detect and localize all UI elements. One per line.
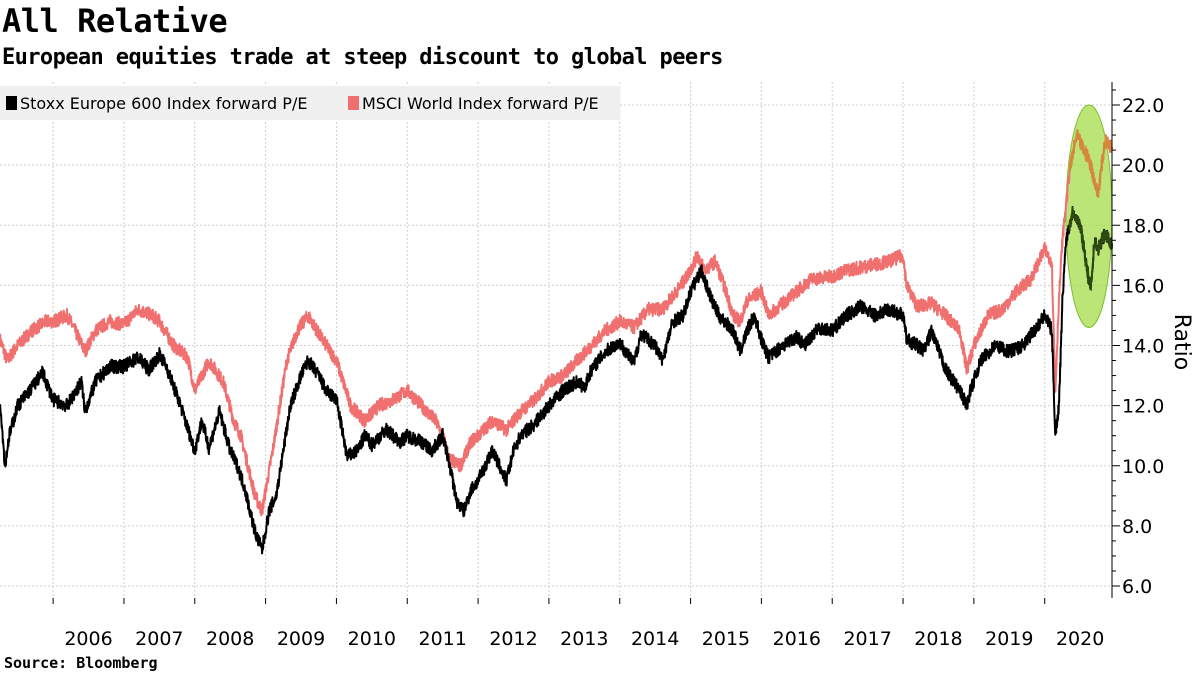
y-tick-label: 20.0: [1122, 155, 1164, 177]
legend-swatch: [6, 96, 17, 110]
y-tick-label: 8.0: [1122, 516, 1152, 538]
legend-label: MSCI World Index forward P/E: [362, 94, 599, 113]
y-tick-label: 22.0: [1122, 95, 1164, 117]
x-axis: 2006 2007 2008 2009 2010 2011 2012 2013 2014 2015…: [52, 598, 1104, 650]
x-tick-label: 2014: [631, 628, 679, 650]
chart-subtitle: European equities trade at steep discoun…: [2, 45, 723, 70]
y-tick-label: 18.0: [1122, 215, 1164, 237]
x-tick-label: 2010: [348, 628, 396, 650]
x-tick-label: 2016: [773, 628, 821, 650]
x-tick-label: 2013: [560, 628, 608, 650]
legend-label: Stoxx Europe 600 Index forward P/E: [20, 94, 307, 113]
y-axis: 6.0 8.0 10.0 12.0 14.0 16.0 18.0 20.0 22.0: [1111, 82, 1164, 598]
series-line-stoxx-europe-600-highlighted: [1068, 206, 1113, 292]
y-tick-label: 6.0: [1122, 576, 1152, 598]
y-axis-label: Ratio: [1169, 314, 1194, 370]
legend-background: [0, 86, 620, 120]
chart-title: All Relative: [2, 2, 228, 40]
x-tick-label: 2020: [1056, 628, 1104, 650]
x-tick-label: 2019: [985, 628, 1033, 650]
series-line-stoxx-europe-600: [0, 206, 1113, 555]
series-layer: [0, 129, 1113, 555]
x-tick-label: 2018: [914, 628, 962, 650]
y-tick-label: 16.0: [1122, 275, 1164, 297]
legend-swatch: [348, 96, 359, 110]
x-tick-label: 2015: [702, 628, 750, 650]
overlay-layer: [1068, 130, 1113, 292]
x-tick-label: 2011: [418, 628, 466, 650]
source-note: Source: Bloomberg: [4, 654, 158, 672]
series-line-msci-world: [0, 129, 1113, 517]
x-tick-label: 2012: [489, 628, 537, 650]
x-tick-label: 2017: [843, 628, 891, 650]
legend: Stoxx Europe 600 Index forward P/E MSCI W…: [0, 86, 620, 120]
x-tick-label: 2007: [135, 628, 183, 650]
y-tick-label: 14.0: [1122, 336, 1164, 358]
grid: [0, 82, 1112, 598]
y-tick-label: 12.0: [1122, 396, 1164, 418]
y-tick-label: 10.0: [1122, 456, 1164, 478]
x-tick-label: 2009: [277, 628, 325, 650]
series-line-msci-world-highlighted: [1068, 130, 1113, 199]
x-tick-label: 2006: [64, 628, 112, 650]
x-tick-label: 2008: [206, 628, 254, 650]
